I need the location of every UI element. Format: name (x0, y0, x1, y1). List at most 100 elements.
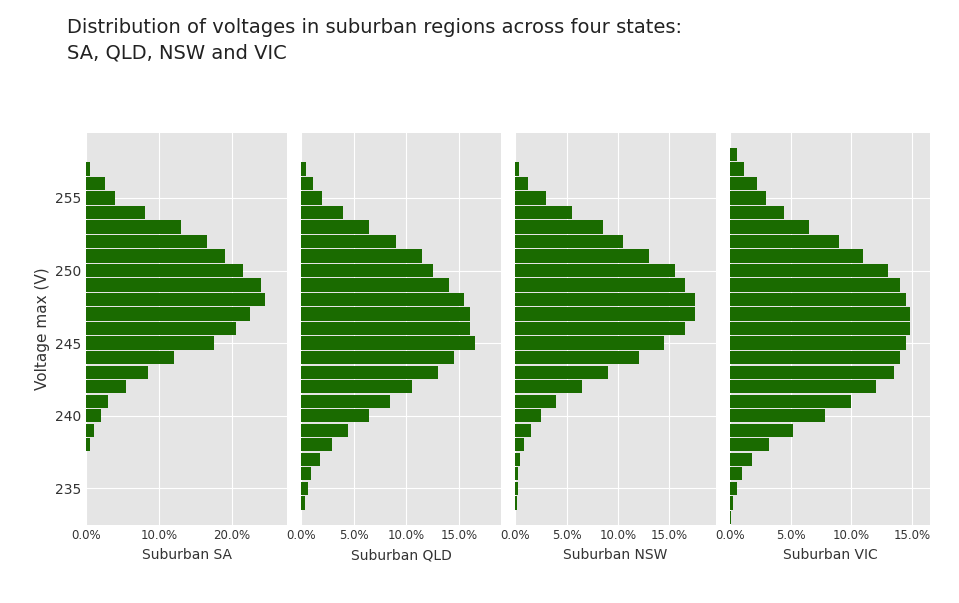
Bar (730, 496, 734, 510)
Bar (730, 148, 737, 161)
Bar (515, 438, 524, 452)
X-axis label: Suburban NSW: Suburban NSW (563, 548, 667, 562)
Bar (301, 162, 306, 175)
Bar (515, 423, 530, 437)
Bar (301, 235, 396, 248)
Bar (730, 453, 752, 466)
Bar (301, 496, 305, 510)
Bar (301, 467, 312, 481)
Bar (86, 308, 250, 321)
Bar (86, 409, 101, 423)
Bar (86, 235, 206, 248)
Bar (730, 162, 744, 175)
Bar (301, 250, 422, 263)
Bar (730, 322, 909, 335)
Bar (301, 482, 308, 495)
Bar (86, 438, 90, 452)
Bar (301, 380, 411, 393)
Bar (515, 206, 572, 219)
Bar (301, 438, 333, 452)
Bar (86, 351, 174, 364)
Bar (86, 293, 265, 306)
Bar (730, 264, 888, 277)
Bar (515, 308, 695, 321)
Bar (515, 496, 517, 510)
Bar (730, 351, 900, 364)
Bar (515, 467, 519, 481)
Bar (86, 380, 127, 393)
Bar (515, 409, 541, 423)
Bar (515, 336, 665, 350)
Bar (730, 308, 909, 321)
Bar (515, 394, 556, 408)
Bar (730, 250, 863, 263)
Bar (730, 409, 825, 423)
Bar (86, 162, 90, 175)
Bar (301, 279, 449, 292)
Bar (86, 394, 108, 408)
Bar (301, 220, 369, 234)
Bar (730, 467, 742, 481)
Bar (515, 162, 520, 175)
Bar (86, 423, 94, 437)
Bar (730, 394, 852, 408)
Bar (515, 191, 546, 204)
Bar (515, 279, 685, 292)
Bar (301, 409, 369, 423)
Bar (730, 423, 793, 437)
Bar (86, 177, 105, 190)
Bar (730, 235, 839, 248)
Bar (515, 177, 527, 190)
Bar (730, 206, 784, 219)
Bar (515, 264, 674, 277)
Bar (301, 351, 454, 364)
Bar (86, 250, 224, 263)
Bar (301, 322, 470, 335)
Bar (730, 177, 757, 190)
Bar (301, 308, 470, 321)
Bar (301, 264, 433, 277)
Bar (86, 336, 214, 350)
Bar (515, 365, 608, 379)
Text: Distribution of voltages in suburban regions across four states:
SA, QLD, NSW an: Distribution of voltages in suburban reg… (67, 18, 682, 62)
Bar (301, 177, 314, 190)
Bar (730, 482, 737, 495)
Bar (730, 293, 906, 306)
Bar (301, 365, 438, 379)
Bar (515, 322, 685, 335)
Bar (301, 336, 475, 350)
Bar (515, 220, 602, 234)
Bar (515, 235, 623, 248)
Bar (86, 279, 261, 292)
Bar (515, 293, 695, 306)
Bar (86, 322, 236, 335)
Bar (515, 453, 521, 466)
Bar (301, 293, 464, 306)
Bar (730, 380, 876, 393)
Bar (86, 264, 243, 277)
Bar (86, 206, 145, 219)
Bar (515, 380, 582, 393)
Bar (730, 220, 808, 234)
Bar (730, 365, 894, 379)
Bar (301, 453, 319, 466)
X-axis label: Suburban QLD: Suburban QLD (351, 548, 452, 562)
Bar (301, 191, 322, 204)
Bar (86, 365, 149, 379)
Bar (86, 191, 115, 204)
Bar (730, 191, 766, 204)
Bar (86, 220, 181, 234)
Bar (515, 482, 519, 495)
Bar (515, 351, 639, 364)
X-axis label: Suburban SA: Suburban SA (142, 548, 231, 562)
Bar (730, 336, 906, 350)
Bar (730, 511, 731, 524)
Y-axis label: Voltage max (V): Voltage max (V) (35, 267, 50, 390)
Bar (730, 279, 900, 292)
Bar (301, 394, 390, 408)
X-axis label: Suburban VIC: Suburban VIC (783, 548, 877, 562)
Bar (515, 250, 649, 263)
Bar (301, 206, 343, 219)
Bar (730, 438, 769, 452)
Bar (301, 423, 348, 437)
